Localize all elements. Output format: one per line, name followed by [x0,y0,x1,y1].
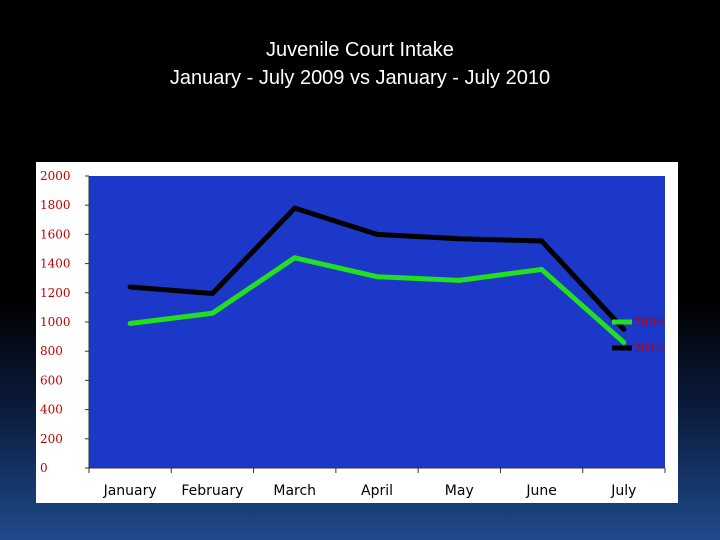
data-point-2009-february [209,310,215,316]
slide-title: Juvenile Court Intake January - July 200… [0,36,720,92]
data-point-2010-march [292,205,298,211]
data-point-2009-may [456,277,462,283]
x-axis-ticks: January February March April May June July [88,468,666,499]
x-category-label: March [273,483,316,499]
y-tick-label: 1400 [40,257,71,271]
y-tick-label: 800 [40,344,63,358]
data-point-2009-july [621,339,627,345]
data-point-2010-april [374,231,380,237]
x-category-label: April [361,483,393,499]
data-point-2010-june [539,238,545,244]
y-tick-label: 0 [40,461,48,475]
legend-label-2010: 2010 [633,341,664,355]
title-line-2: January - July 2009 vs January - July 20… [169,67,551,89]
series-layer [127,205,627,345]
data-point-2009-april [374,274,380,280]
y-tick-label: 1800 [40,198,71,212]
data-point-2009-june [539,266,545,272]
y-tick-label: 1200 [40,286,71,300]
y-tick-label: 600 [40,373,63,387]
y-tick-label: 400 [40,403,63,417]
x-category-label: February [181,483,243,499]
data-point-2010-may [456,236,462,242]
y-tick-label: 1000 [40,315,71,329]
legend-label-2009: 2009 [633,315,664,329]
data-point-2009-january [127,320,133,326]
x-category-label: May [445,483,474,499]
data-point-2010-january [127,284,133,290]
title-line-1: Juvenile Court Intake [266,39,454,61]
plot-area [89,176,665,468]
legend: 2009 2010 [612,315,664,355]
data-point-2010-february [209,291,215,297]
line-chart: 0 200 400 600 800 1000 1200 1400 1600 1800 2000 Ja… [40,169,666,499]
x-category-label: July [610,483,636,499]
y-tick-label: 200 [40,432,63,446]
y-tick-label: 1600 [40,227,71,241]
y-axis-ticks: 0 200 400 600 800 1000 1200 1400 1600 1800 2000 [40,169,89,475]
data-point-2009-march [292,255,298,261]
x-category-label: January [103,483,157,499]
x-category-label: June [525,483,557,499]
y-tick-label: 2000 [40,169,71,183]
data-point-2010-july [621,326,627,332]
chart-frame: 0 200 400 600 800 1000 1200 1400 1600 1800 2000 Ja… [36,162,678,503]
